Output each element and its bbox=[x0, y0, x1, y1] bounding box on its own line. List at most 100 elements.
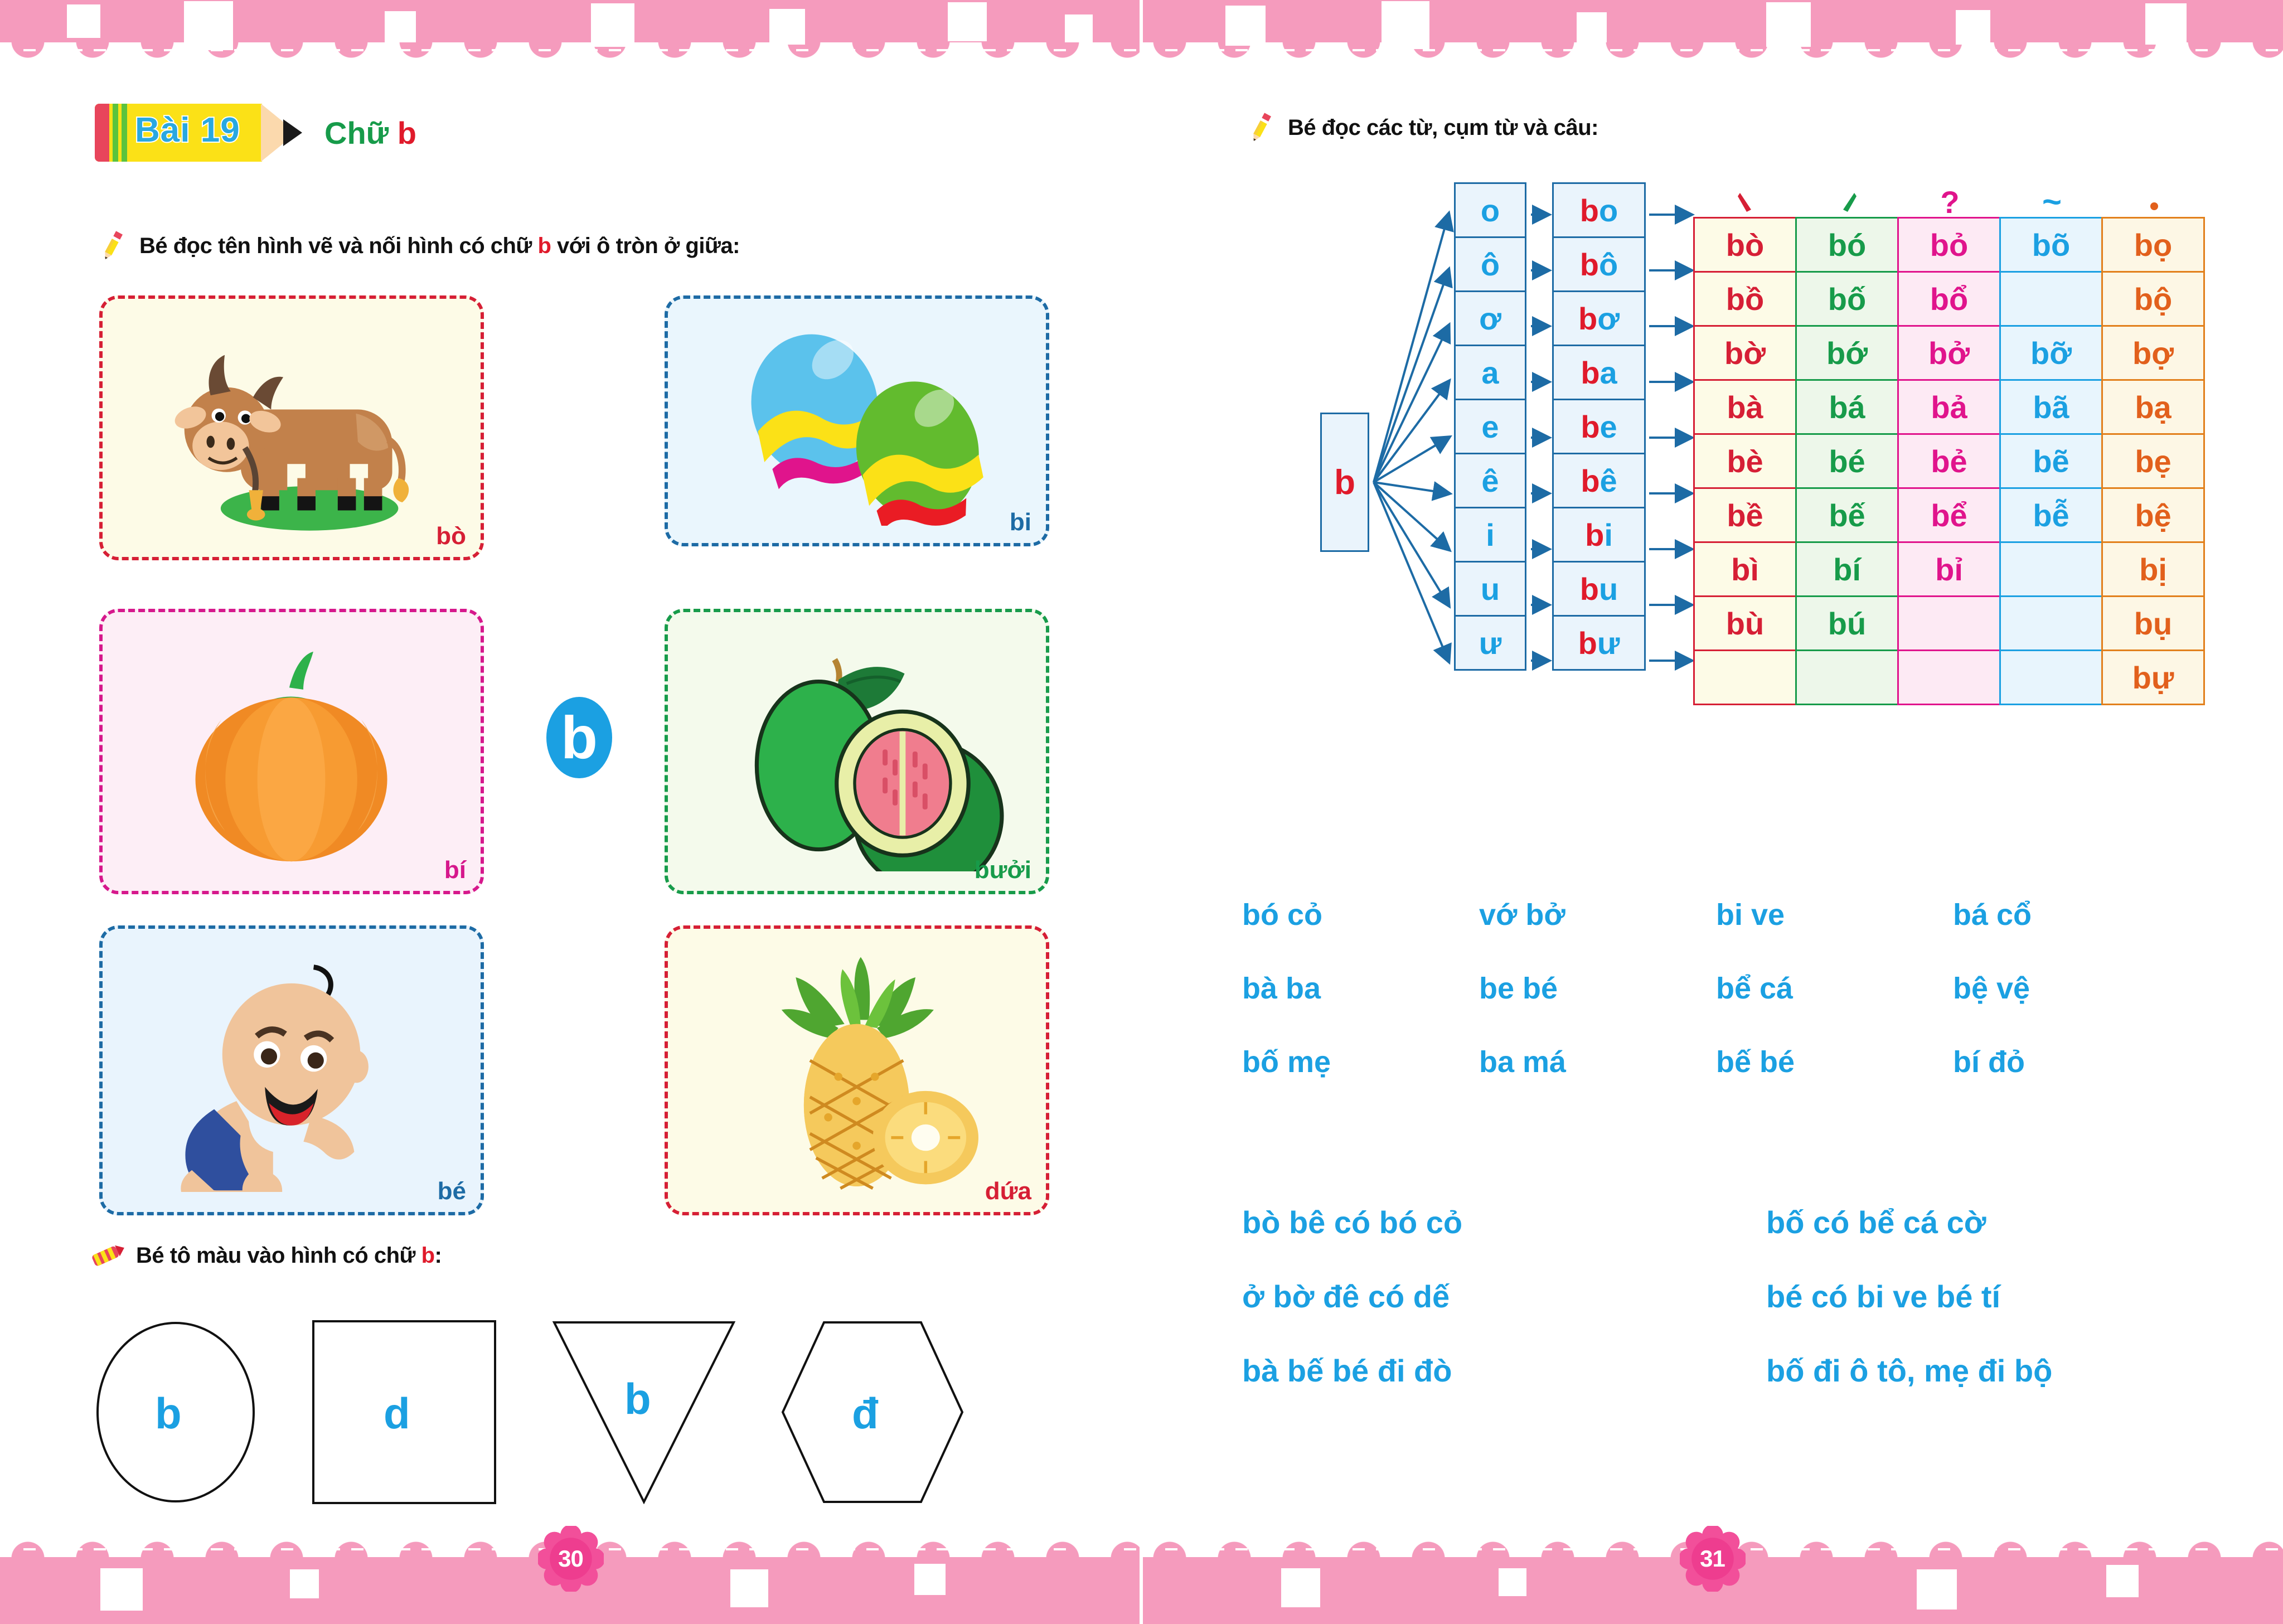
picture-card-be[interactable]: bé bbox=[99, 925, 484, 1215]
picture-card-buoi[interactable]: bưởi bbox=[665, 609, 1049, 894]
tone-cell: bở bbox=[1897, 325, 2001, 381]
chart-vowel-cell: ê bbox=[1454, 453, 1526, 508]
tone-cell: bớ bbox=[1795, 325, 1899, 381]
syllable-vowel: ê bbox=[1599, 463, 1617, 498]
tone-cell: bề bbox=[1693, 487, 1797, 543]
tone-cell: bụ bbox=[2101, 595, 2205, 651]
top-border-band bbox=[1142, 0, 2283, 42]
color-shape-hexagon[interactable]: đ bbox=[781, 1320, 964, 1504]
instruction-1-highlight: b bbox=[537, 233, 551, 258]
instruction-2-after: : bbox=[434, 1243, 442, 1268]
star-decoration bbox=[290, 1569, 319, 1598]
tone-cell: bỏ bbox=[1897, 217, 2001, 273]
tone-cell: bỉ bbox=[1897, 541, 2001, 597]
lesson-title-row: Bài 19 Chữ b bbox=[95, 104, 416, 162]
flower-badge-icon bbox=[537, 1526, 604, 1592]
syllable-consonant: b bbox=[1585, 517, 1605, 552]
pumpkin-illustration bbox=[129, 632, 454, 871]
tone-cell: bự bbox=[2101, 649, 2205, 705]
instruction-1-text: Bé đọc tên hình vẽ và nối hình có chữ b … bbox=[139, 234, 740, 259]
word-item: bế bé bbox=[1716, 1045, 1795, 1079]
syllable-vowel: a bbox=[1599, 355, 1617, 390]
tone-cell: bã bbox=[1999, 379, 2103, 435]
star-decoration bbox=[385, 11, 416, 42]
picture-card-dua[interactable]: dứa bbox=[665, 925, 1049, 1215]
center-letter-circle: b bbox=[546, 697, 612, 778]
star-decoration bbox=[2106, 1565, 2139, 1597]
color-shape-ellipse[interactable]: b bbox=[95, 1320, 256, 1504]
tone-cell: bờ bbox=[1693, 325, 1797, 381]
syllable-consonant: b bbox=[1579, 571, 1599, 607]
word-item: bà ba bbox=[1242, 972, 1321, 1005]
chart-vowel-cell: ư bbox=[1454, 615, 1526, 671]
page-number-badge-right: 31 bbox=[1679, 1526, 1746, 1592]
tone-cell: bợ bbox=[2101, 325, 2205, 381]
syllable-consonant: b bbox=[1579, 246, 1599, 282]
tone-cell: bễ bbox=[1999, 487, 2103, 543]
star-decoration bbox=[730, 1569, 768, 1607]
syllable-vowel: o bbox=[1599, 192, 1618, 228]
color-shape-letter: b bbox=[624, 1374, 651, 1423]
sentence-item: bà bế bé đi đò bbox=[1242, 1353, 1452, 1388]
picture-card-bo[interactable]: bò bbox=[99, 295, 484, 560]
picture-card-bi-pumpkin[interactable]: bí bbox=[99, 609, 484, 894]
instruction-2-text: Bé tô màu vào hình có chữ b: bbox=[136, 1243, 442, 1268]
top-dashed-line bbox=[1142, 49, 2283, 51]
star-decoration bbox=[1766, 2, 1811, 47]
chart-vowel-cell: ô bbox=[1454, 236, 1526, 292]
syllable-consonant: b bbox=[1581, 463, 1600, 498]
tone-cell: bù bbox=[1693, 595, 1797, 651]
tone-cell bbox=[1795, 649, 1899, 705]
star-decoration bbox=[1499, 1568, 1526, 1596]
card-label: bò bbox=[436, 522, 466, 550]
syllable-consonant: b bbox=[1579, 192, 1599, 228]
picture-card-bi[interactable]: bi bbox=[665, 295, 1049, 546]
sentence-item: bò bê có bó cỏ bbox=[1242, 1205, 1463, 1240]
chart-vowel-cell: i bbox=[1454, 507, 1526, 563]
center-letter: b bbox=[561, 704, 598, 771]
lesson-label-letter: b bbox=[397, 115, 416, 151]
lesson-letter-title: Chữ b bbox=[324, 115, 416, 151]
syllable-vowel: i bbox=[1604, 517, 1613, 552]
tone-cell: bà bbox=[1693, 379, 1797, 435]
color-shape-triangle[interactable]: b bbox=[552, 1320, 736, 1504]
tone-column-nang: bọ bộ bợ bạ bẹ bệ bị bụ bự bbox=[2101, 184, 2205, 705]
chart-source-letter-box: b bbox=[1320, 413, 1369, 552]
word-item: bố mẹ bbox=[1242, 1045, 1331, 1079]
card-label: dứa bbox=[985, 1177, 1031, 1205]
word-item: bí đỏ bbox=[1953, 1045, 2025, 1079]
tone-column-hoi: ? bỏ bổ bở bả bẻ bể bỉ bbox=[1897, 184, 2001, 705]
word-item: bá cổ bbox=[1953, 898, 2032, 932]
tone-cell: bế bbox=[1795, 487, 1899, 543]
instruction-2: Bé tô màu vào hình có chữ b: bbox=[89, 1239, 442, 1272]
workbook-page-right: Bé đọc các từ, cụm từ và câu: bbox=[1142, 0, 2283, 1624]
star-decoration bbox=[1577, 12, 1607, 42]
top-scallop-edge bbox=[0, 41, 1141, 74]
tone-cell bbox=[1999, 271, 2103, 327]
tone-column-nga: ~ bõ bỡ bã bẽ bễ bbox=[1999, 184, 2103, 705]
tone-cell bbox=[1999, 541, 2103, 597]
star-decoration bbox=[769, 9, 805, 45]
syllable-vowel: ư bbox=[1597, 625, 1620, 661]
crayon-icon bbox=[89, 1239, 127, 1272]
tone-cell: bỡ bbox=[1999, 325, 2103, 381]
instruction-2-before: Bé tô màu vào hình có chữ bbox=[136, 1243, 421, 1268]
lesson-label-prefix: Chữ bbox=[324, 115, 389, 151]
page-number: 31 bbox=[1700, 1545, 1725, 1572]
sentence-item: bé có bi ve bé tí bbox=[1766, 1279, 2001, 1314]
pencil-icon bbox=[94, 227, 130, 264]
tone-mark-hoi-icon: ? bbox=[1940, 185, 1960, 220]
syllable-vowel: ô bbox=[1599, 246, 1618, 282]
tone-cell bbox=[1693, 649, 1797, 705]
sentence-item: bố có bể cá cờ bbox=[1766, 1205, 1986, 1240]
tone-cell: bõ bbox=[1999, 217, 2103, 273]
star-decoration bbox=[1382, 1, 1429, 49]
pencil-icon bbox=[1242, 109, 1279, 146]
color-shape-rectangle[interactable]: d bbox=[312, 1320, 496, 1504]
instruction-read-words: Bé đọc các từ, cụm từ và câu: bbox=[1242, 109, 1598, 146]
chart-vowel-cell: e bbox=[1454, 399, 1526, 454]
